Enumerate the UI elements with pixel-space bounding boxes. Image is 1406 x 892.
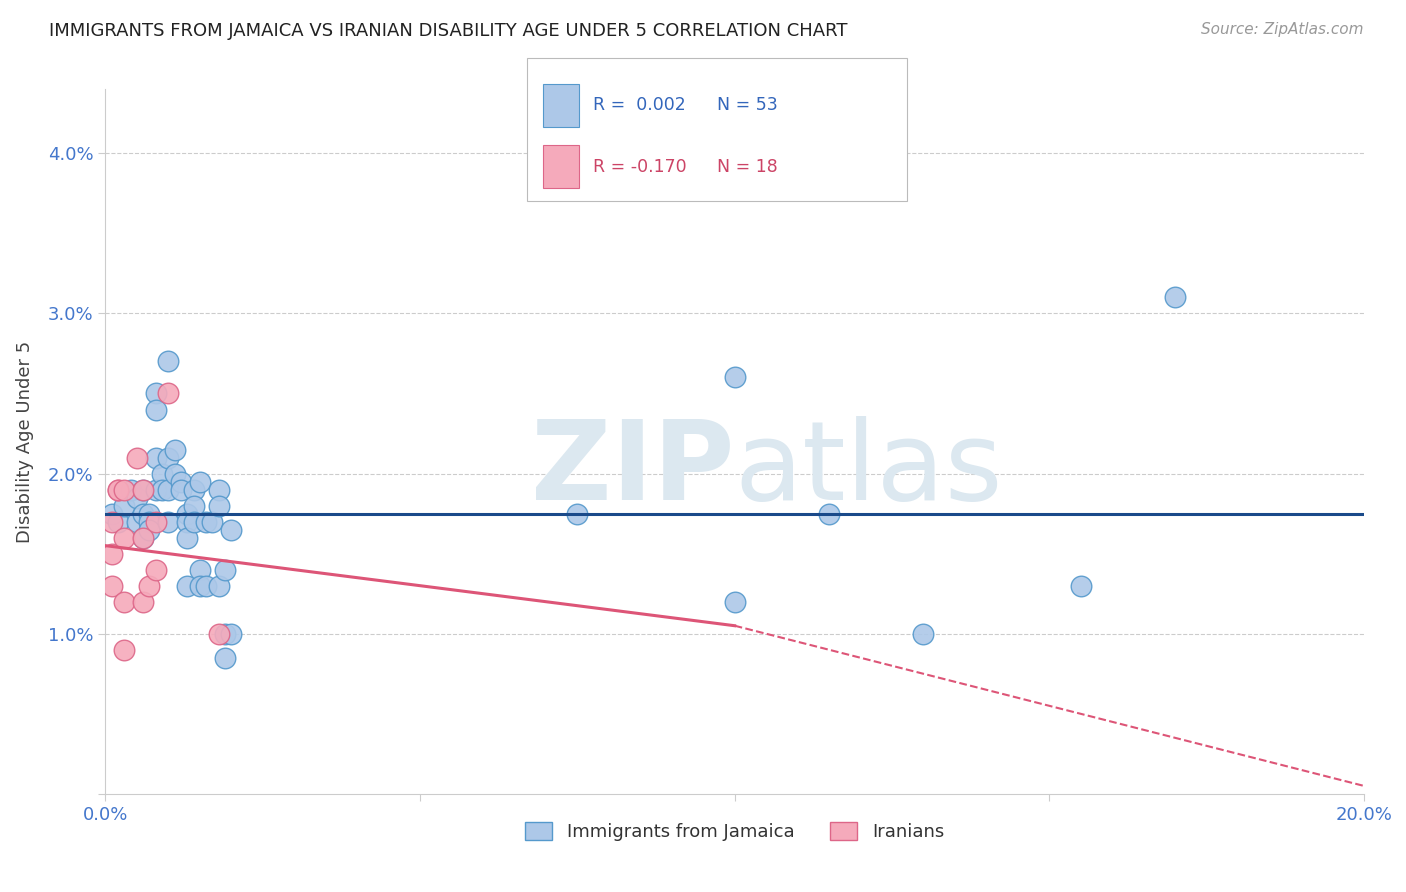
Point <box>138 507 160 521</box>
Point <box>150 467 173 481</box>
Text: Source: ZipAtlas.com: Source: ZipAtlas.com <box>1201 22 1364 37</box>
Point <box>1070 579 1092 593</box>
Point <box>112 483 135 497</box>
Point <box>138 515 160 529</box>
Point <box>150 483 173 497</box>
Point <box>132 483 155 497</box>
Point <box>163 467 186 481</box>
Y-axis label: Disability Age Under 5: Disability Age Under 5 <box>15 341 34 542</box>
Point <box>214 650 236 665</box>
Point <box>112 531 135 545</box>
Point <box>201 515 224 529</box>
Point <box>188 475 211 489</box>
Point <box>163 442 186 457</box>
Point <box>138 523 160 537</box>
Text: ZIP: ZIP <box>531 417 734 524</box>
Point <box>145 483 167 497</box>
Point <box>125 450 148 465</box>
Point <box>157 483 180 497</box>
Point <box>112 595 135 609</box>
Point <box>219 523 242 537</box>
Point <box>125 491 148 505</box>
Point <box>214 563 236 577</box>
Point <box>157 515 180 529</box>
Point <box>195 579 218 593</box>
Point <box>208 626 231 640</box>
Point <box>567 507 589 521</box>
Point <box>723 595 745 609</box>
Text: N = 18: N = 18 <box>717 158 778 176</box>
Point <box>214 626 236 640</box>
Point <box>208 579 231 593</box>
Point <box>176 515 198 529</box>
Point <box>120 483 142 497</box>
Text: IMMIGRANTS FROM JAMAICA VS IRANIAN DISABILITY AGE UNDER 5 CORRELATION CHART: IMMIGRANTS FROM JAMAICA VS IRANIAN DISAB… <box>49 22 848 40</box>
Point <box>208 483 231 497</box>
Legend: Immigrants from Jamaica, Iranians: Immigrants from Jamaica, Iranians <box>517 814 952 848</box>
Text: R =  0.002: R = 0.002 <box>593 96 686 114</box>
Point <box>157 386 180 401</box>
Point <box>170 475 193 489</box>
Point <box>107 483 129 497</box>
Point <box>170 483 193 497</box>
Point <box>132 531 155 545</box>
Point <box>176 531 198 545</box>
Point <box>132 531 155 545</box>
Text: N = 53: N = 53 <box>717 96 778 114</box>
Point <box>183 499 205 513</box>
Point <box>145 450 167 465</box>
Point <box>132 595 155 609</box>
Point <box>176 507 198 521</box>
Text: atlas: atlas <box>734 417 1002 524</box>
Point <box>176 579 198 593</box>
Point <box>112 642 135 657</box>
Point <box>132 483 155 497</box>
Point <box>195 515 218 529</box>
Point <box>912 626 935 640</box>
Text: R = -0.170: R = -0.170 <box>593 158 688 176</box>
Point <box>183 515 205 529</box>
Point <box>145 402 167 417</box>
Point <box>219 626 242 640</box>
Point <box>100 547 122 561</box>
Point <box>145 515 167 529</box>
Point <box>112 499 135 513</box>
Point <box>145 563 167 577</box>
Point <box>100 515 122 529</box>
Point <box>157 354 180 368</box>
Point <box>107 515 129 529</box>
Point <box>100 507 122 521</box>
Point <box>188 579 211 593</box>
Point <box>723 370 745 384</box>
Point <box>1164 290 1187 304</box>
Point <box>818 507 841 521</box>
Point <box>138 579 160 593</box>
Point <box>157 450 180 465</box>
Point <box>188 563 211 577</box>
Point <box>183 483 205 497</box>
Point <box>145 386 167 401</box>
Point <box>107 483 129 497</box>
Point <box>208 499 231 513</box>
Point <box>100 579 122 593</box>
Point <box>125 515 148 529</box>
Point <box>132 507 155 521</box>
